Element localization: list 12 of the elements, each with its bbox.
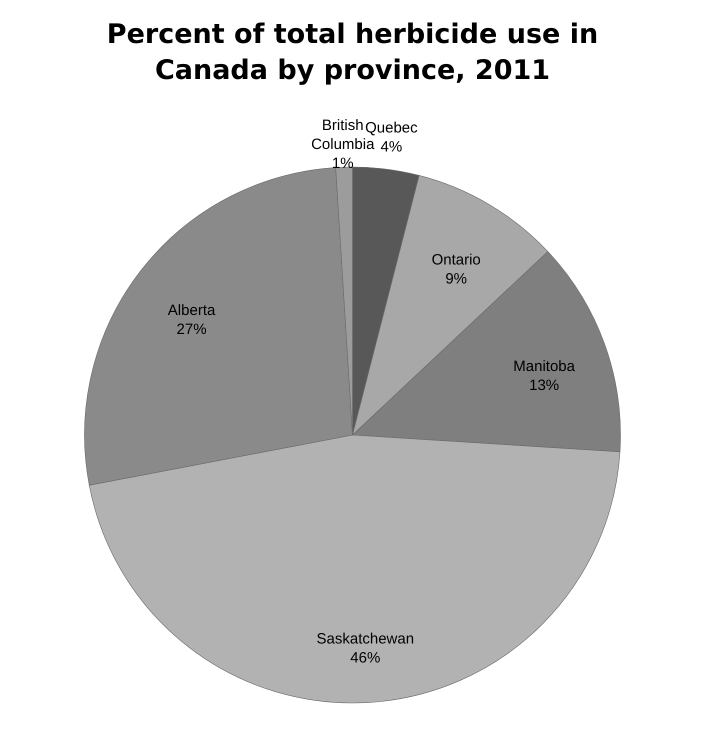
- data-label: 13%: [529, 377, 560, 394]
- slice-label: Ontario: [432, 252, 481, 269]
- data-label: 46%: [350, 649, 380, 666]
- slice-label: Alberta: [168, 302, 216, 320]
- data-label: 4%: [380, 138, 402, 156]
- slice-label: Saskatchewan: [316, 630, 414, 648]
- slice-label: Manitoba: [513, 358, 576, 376]
- chart-title: Percent of total herbicide use in Canada by province, 2011: [106, 19, 598, 86]
- data-label: 9%: [445, 270, 468, 288]
- slice-label: Quebec: [365, 119, 418, 136]
- data-label: 1%: [332, 155, 354, 172]
- data-label: 27%: [176, 321, 207, 338]
